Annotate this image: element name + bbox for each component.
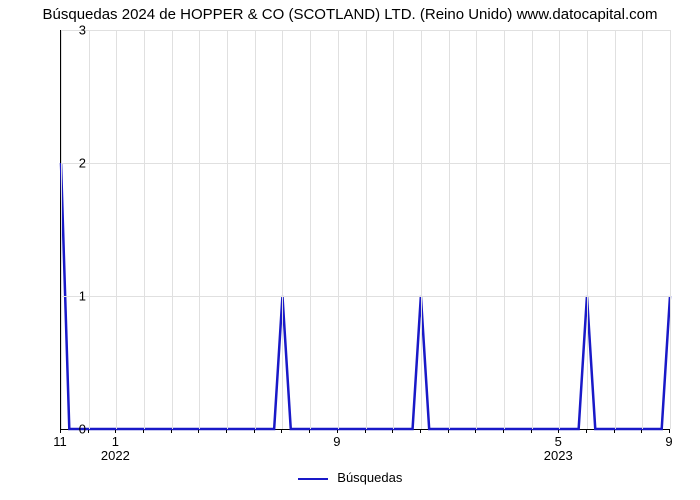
x-tick-minor xyxy=(614,430,615,433)
x-tick-minor xyxy=(88,430,89,433)
x-tick-minor xyxy=(281,430,282,433)
x-tick-minor xyxy=(420,430,421,433)
x-tick-minor xyxy=(448,430,449,433)
legend: Búsquedas xyxy=(0,470,700,485)
legend-swatch xyxy=(298,478,328,480)
x-tick-minor xyxy=(392,430,393,433)
x-tick-minor xyxy=(365,430,366,433)
x-tick-label: 1 xyxy=(112,434,119,449)
x-tick-label: 9 xyxy=(333,434,340,449)
x-tick-minor xyxy=(254,430,255,433)
x-tick-minor xyxy=(143,430,144,433)
x-tick-minor xyxy=(641,430,642,433)
y-tick-label: 0 xyxy=(79,422,86,437)
x-tick-label: 11 xyxy=(53,434,67,449)
chart-title: Búsquedas 2024 de HOPPER & CO (SCOTLAND)… xyxy=(0,6,700,23)
x-tick-minor xyxy=(226,430,227,433)
x-year-label: 2022 xyxy=(101,448,130,463)
x-tick-minor xyxy=(309,430,310,433)
plot-area xyxy=(60,30,670,430)
x-tick-minor xyxy=(531,430,532,433)
x-tick-minor xyxy=(503,430,504,433)
x-tick-minor xyxy=(475,430,476,433)
x-tick-label: 5 xyxy=(555,434,562,449)
x-tick-minor xyxy=(115,430,116,433)
x-tick-minor xyxy=(337,430,338,433)
x-tick-minor xyxy=(60,430,61,433)
y-tick-label: 2 xyxy=(79,156,86,171)
x-year-label: 2023 xyxy=(544,448,573,463)
x-tick-minor xyxy=(669,430,670,433)
x-tick-minor xyxy=(198,430,199,433)
x-tick-label: 9 xyxy=(665,434,672,449)
y-tick-label: 1 xyxy=(79,289,86,304)
x-tick-minor xyxy=(586,430,587,433)
y-tick-label: 3 xyxy=(79,23,86,38)
x-tick-minor xyxy=(558,430,559,433)
x-tick-minor xyxy=(171,430,172,433)
legend-label: Búsquedas xyxy=(337,470,402,485)
chart-container: Búsquedas 2024 de HOPPER & CO (SCOTLAND)… xyxy=(0,0,700,500)
